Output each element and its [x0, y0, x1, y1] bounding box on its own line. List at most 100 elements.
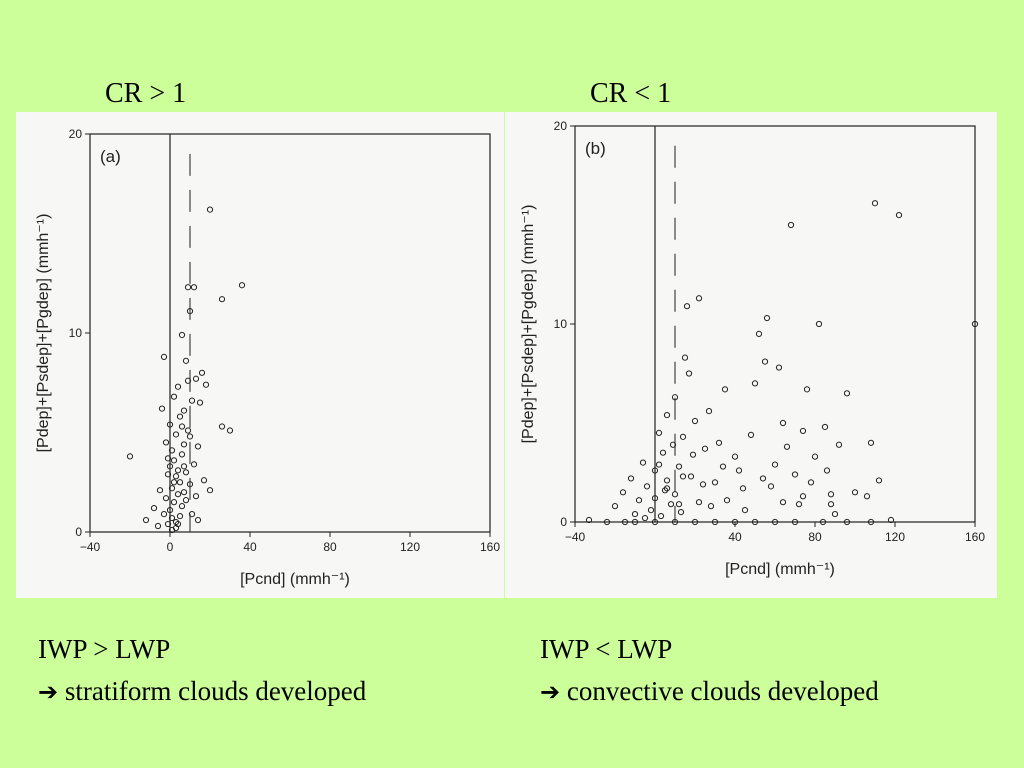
data-point: [156, 487, 164, 494]
data-point: [174, 491, 182, 498]
data-point: [180, 407, 188, 414]
data-point: [771, 461, 779, 468]
data-point: [184, 284, 192, 291]
data-point: [807, 479, 815, 486]
data-point: [655, 429, 663, 436]
data-point: [639, 459, 647, 466]
data-point: [184, 427, 192, 434]
data-point: [761, 358, 769, 365]
data-point: [188, 510, 196, 518]
data-point: [126, 453, 134, 460]
data-point: [671, 518, 679, 526]
data-point: [705, 408, 713, 415]
caption-right-result-text: convective clouds developed: [566, 676, 879, 706]
data-point: [823, 467, 831, 474]
y-axis-label: [Pdep]+[Psdep]+[Pgdep] (mmh⁻¹): [35, 214, 52, 453]
data-point: [691, 518, 699, 526]
data-point: [767, 483, 775, 490]
data-point: [172, 473, 180, 480]
data-point: [631, 518, 639, 526]
data-point: [206, 487, 214, 494]
data-point: [791, 518, 799, 526]
data-points: [585, 200, 979, 526]
scatter-plot-b: −40 40 80 120 160 0 10 20 (b) [Pcnd] (mmh⁻¹) [Pdep…: [520, 119, 985, 578]
data-point: [667, 501, 675, 508]
y-tick-label: 20: [554, 119, 568, 133]
data-point: [178, 451, 186, 458]
data-point: [168, 447, 176, 454]
data-point: [875, 477, 883, 484]
panel-label: (b): [585, 139, 606, 158]
data-point: [679, 473, 687, 480]
data-point: [641, 514, 649, 522]
caption-left: IWP > LWP ➔ stratiform clouds developed: [38, 628, 366, 713]
data-point: [194, 443, 202, 450]
data-point: [681, 354, 689, 361]
data-point: [206, 206, 214, 213]
data-point: [174, 520, 182, 528]
x-tick-label: 40: [243, 540, 257, 554]
data-point: [170, 457, 178, 464]
data-point: [192, 375, 200, 382]
data-point: [176, 512, 184, 520]
data-point: [867, 439, 875, 446]
plot-frame: [574, 125, 976, 523]
data-point: [751, 518, 759, 526]
data-point: [170, 499, 178, 506]
data-point: [679, 433, 687, 440]
data-point: [150, 505, 158, 512]
data-point: [843, 518, 851, 526]
data-point: [190, 284, 198, 291]
data-point: [827, 491, 835, 498]
data-point: [795, 501, 803, 508]
data-point: [851, 489, 859, 496]
data-point: [603, 518, 611, 526]
data-point: [719, 463, 727, 470]
data-point: [188, 397, 196, 404]
data-point: [160, 353, 168, 360]
data-point: [675, 463, 683, 470]
data-point: [202, 381, 210, 388]
data-point: [190, 461, 198, 468]
heading-cr-less-than-1: CR < 1: [590, 78, 672, 109]
data-point: [651, 518, 659, 526]
data-point: [819, 518, 827, 526]
data-point: [164, 455, 172, 462]
data-point: [735, 467, 743, 474]
data-point: [643, 483, 651, 490]
arrow-right-icon: ➔: [38, 678, 59, 706]
data-point: [172, 431, 180, 438]
x-tick-label: 160: [965, 530, 985, 544]
data-point: [867, 518, 875, 526]
data-point: [689, 451, 697, 458]
data-point: [166, 507, 174, 514]
data-point: [178, 331, 186, 339]
data-point: [779, 419, 787, 427]
heading-cr-greater-than-1: CR > 1: [105, 78, 187, 109]
data-point: [200, 477, 208, 484]
data-point: [663, 477, 671, 484]
data-point: [711, 518, 719, 526]
data-point: [631, 510, 639, 518]
data-point: [791, 471, 799, 478]
data-point: [162, 439, 170, 446]
data-point: [731, 453, 739, 460]
data-point: [661, 487, 669, 494]
data-point: [166, 463, 174, 470]
data-point: [168, 526, 176, 534]
data-point: [657, 512, 665, 520]
data-point: [783, 443, 791, 450]
data-point: [619, 489, 627, 496]
data-point: [168, 514, 176, 522]
data-point: [685, 370, 693, 377]
data-point: [803, 386, 811, 393]
data-point: [669, 441, 677, 448]
data-point: [218, 423, 226, 430]
data-point: [172, 518, 180, 526]
data-points: [126, 206, 246, 534]
caption-right-result: ➔ convective clouds developed: [540, 670, 879, 713]
y-axis-label: [Pdep]+[Psdep]+[Pgdep] (mmh⁻¹): [520, 205, 537, 444]
data-point: [651, 467, 659, 474]
panel-label: (a): [100, 147, 121, 166]
data-point: [751, 380, 759, 387]
